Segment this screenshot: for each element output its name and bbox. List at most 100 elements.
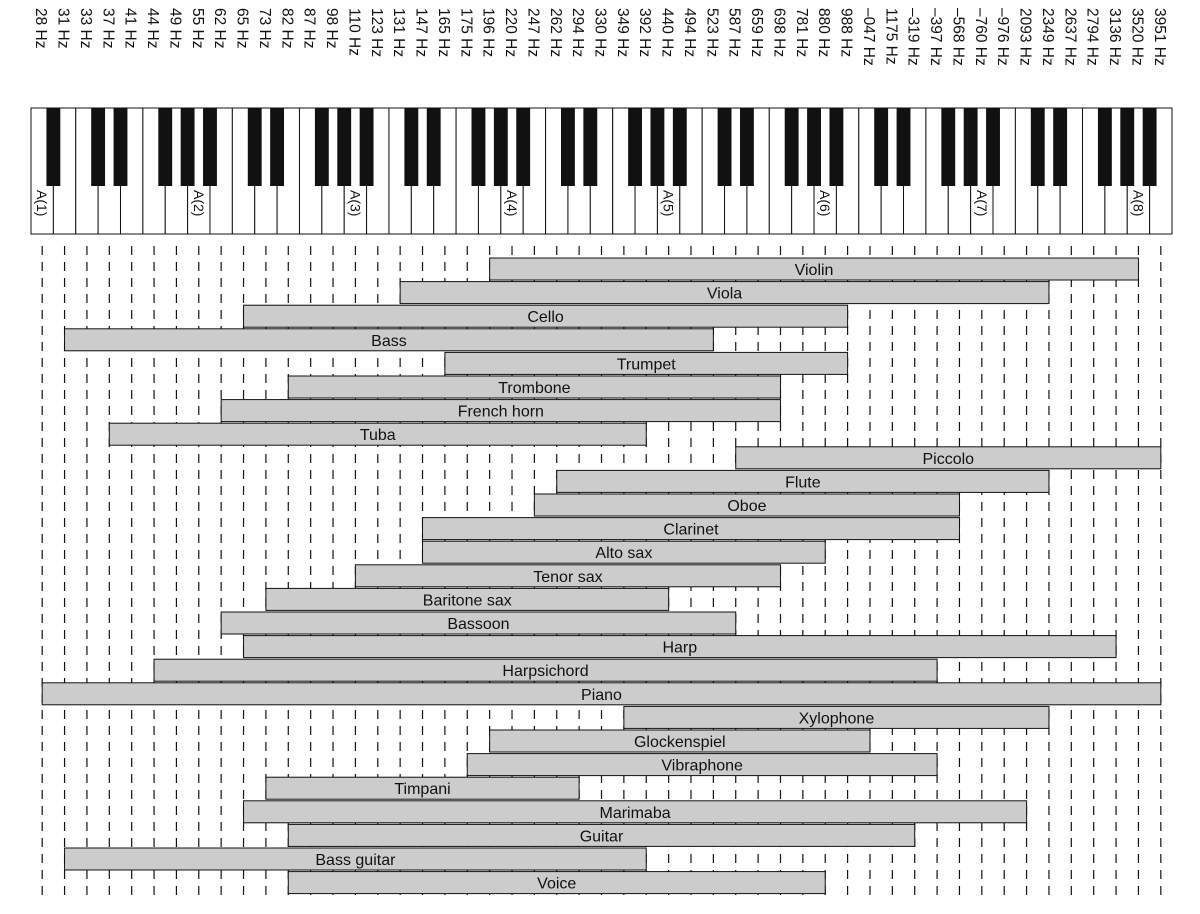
octave-label: A(8) — [1130, 190, 1146, 216]
frequency-label: 33 Hz — [77, 8, 94, 49]
instrument-bars: Violin Viola Cello Bass Trumpet Trombone Frenc… — [41, 257, 1162, 895]
instrument-label: Voice — [537, 876, 576, 893]
instrument-label: Clarinet — [663, 522, 719, 539]
instrument-bar — [287, 375, 781, 399]
instrument-label: Bass — [371, 333, 407, 350]
instrument-bar — [243, 304, 849, 328]
instrument-bar — [265, 776, 580, 800]
black-key — [247, 108, 262, 186]
black-key — [270, 108, 285, 186]
instrument-label: Trombone — [498, 380, 570, 397]
instrument-bar — [422, 517, 960, 541]
octave-label: A(6) — [817, 190, 833, 216]
frequency-label: 2637 Hz — [1061, 8, 1078, 66]
instrument-label: Vibraphone — [661, 758, 743, 775]
instrument-label: Cello — [527, 309, 564, 326]
frequency-label: 988 Hz — [838, 8, 855, 57]
black-key — [561, 108, 575, 186]
instrument-bar — [265, 587, 670, 611]
frequency-label: 87 Hz — [301, 8, 318, 49]
instrument-bar — [108, 422, 647, 446]
frequency-label: 62 Hz — [211, 8, 228, 49]
instrument-label: Bassoon — [447, 616, 509, 633]
frequency-label: 392 Hz — [636, 8, 653, 57]
instrument-bar — [556, 469, 1050, 493]
frequency-label: 247 Hz — [524, 8, 541, 57]
frequency-label: 44 Hz — [144, 8, 161, 49]
instrument-bar — [64, 328, 714, 352]
instrument-label: Guitar — [580, 828, 624, 845]
black-key — [91, 108, 106, 186]
instrument-label: Baritone sax — [423, 592, 512, 609]
instrument-bar — [623, 705, 1050, 729]
frequency-label: 2794 Hz — [1084, 8, 1101, 66]
piano-keyboard: A(1) A(2) A(3) A(4) A(5) A(6) A(7) A(8) — [30, 107, 1173, 235]
black-key — [516, 108, 531, 186]
instrument-bar — [287, 823, 916, 847]
black-key — [471, 108, 486, 186]
frequency-label: 37 Hz — [99, 8, 116, 49]
frequency-label: 196 Hz — [480, 8, 497, 57]
frequency-label: 123 Hz — [368, 8, 385, 57]
black-key — [1120, 108, 1135, 186]
black-key — [963, 108, 978, 186]
instrument-label: Marimaba — [599, 805, 670, 822]
black-key — [896, 108, 911, 186]
instrument-bar — [399, 281, 1050, 305]
frequency-label: –319 Hz — [905, 8, 922, 66]
frequency-label: –397 Hz — [927, 8, 944, 66]
frequency-labels: 28 Hz 31 Hz 33 Hz 37 Hz 41 Hz 44 Hz 49 Hz 55 Hz… — [32, 8, 1168, 66]
black-key — [628, 108, 642, 186]
frequency-label: 41 Hz — [122, 8, 139, 49]
instrument-bar — [422, 540, 826, 564]
frequency-label: 175 Hz — [457, 8, 474, 57]
instrument-bar — [533, 493, 960, 517]
instrument-bar — [444, 351, 849, 375]
frequency-label: 110 Hz — [345, 8, 362, 56]
frequency-label: 262 Hz — [547, 8, 564, 57]
octave-label: A(2) — [191, 190, 207, 216]
frequency-label: 131 Hz — [390, 8, 407, 57]
black-key — [941, 108, 956, 186]
octave-label: A(4) — [504, 190, 520, 216]
instrument-bar — [153, 658, 938, 682]
instrument-label: Oboe — [727, 498, 766, 515]
octave-label: A(5) — [661, 190, 677, 216]
instrument-bar — [220, 611, 737, 635]
black-key — [180, 108, 195, 186]
frequency-label: 523 Hz — [703, 8, 720, 57]
instrument-label: Glockenspiel — [634, 734, 726, 751]
black-key — [359, 108, 374, 186]
black-key — [493, 108, 508, 186]
black-key — [1053, 108, 1068, 186]
instrument-label: French horn — [458, 404, 544, 421]
frequency-label: –568 Hz — [949, 8, 966, 66]
frequency-label: 294 Hz — [569, 8, 586, 57]
black-key — [672, 108, 687, 186]
black-key — [337, 108, 352, 186]
instrument-bar — [354, 564, 781, 588]
black-key — [314, 108, 329, 186]
frequency-label: 1175 Hz — [882, 8, 899, 65]
frequency-label: 880 Hz — [815, 8, 832, 57]
black-key — [807, 108, 821, 186]
instrument-bar — [287, 871, 826, 895]
frequency-label: 31 Hz — [55, 8, 72, 49]
black-key — [650, 108, 665, 186]
frequency-label: 73 Hz — [256, 8, 273, 49]
black-key — [404, 108, 419, 186]
instrument-label: Trumpet — [617, 356, 677, 373]
frequency-label: 65 Hz — [234, 8, 251, 49]
frequency-label: 147 Hz — [413, 8, 430, 57]
frequency-label: 698 Hz — [770, 8, 787, 57]
frequency-label: 82 Hz — [278, 8, 295, 49]
frequency-label: 165 Hz — [435, 8, 452, 57]
black-key — [1097, 108, 1112, 186]
instrument-bar — [735, 446, 1162, 470]
instrument-bar — [243, 635, 1117, 659]
instrument-bar — [243, 800, 1028, 824]
instrument-label: Piano — [581, 687, 622, 704]
frequency-label: 3520 Hz — [1128, 8, 1145, 66]
frequency-label: –760 Hz — [972, 8, 989, 66]
